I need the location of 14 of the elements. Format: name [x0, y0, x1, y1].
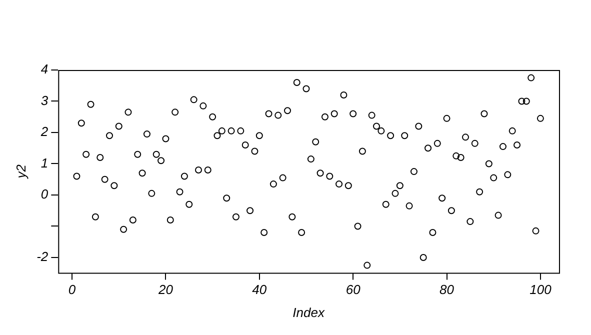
- y-tick-label: -2: [36, 249, 49, 264]
- y-tick-label: 4: [40, 62, 48, 77]
- x-tick-label: 40: [252, 282, 268, 298]
- x-tick-label: 100: [530, 282, 552, 298]
- x-tick-label: 60: [346, 282, 362, 298]
- y-tick-label: 1: [40, 155, 48, 170]
- y-tick-label: 2: [40, 124, 49, 140]
- x-tick-label: 80: [440, 282, 455, 298]
- y-tick-label: 3: [40, 92, 49, 108]
- y-axis-title: y2: [13, 164, 28, 180]
- x-tick-label: 0: [68, 282, 76, 298]
- x-tick-label: 20: [157, 282, 174, 298]
- x-axis-title: Index: [292, 304, 325, 320]
- y-tick-label: 0: [40, 186, 49, 202]
